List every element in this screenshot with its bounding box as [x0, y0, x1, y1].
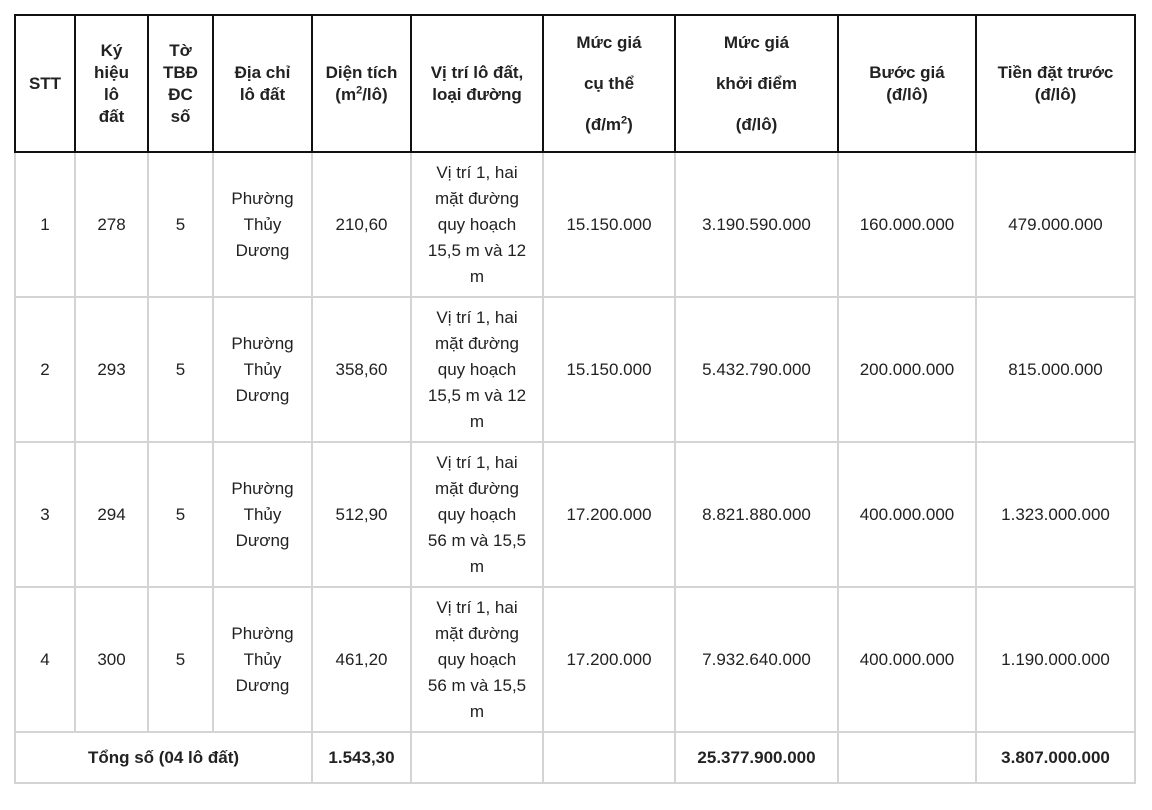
cell: 200.000.000 [837, 296, 977, 443]
cell: 5 [147, 441, 214, 588]
cell: Vị trí 1, hai mặt đường quy hoạch 56 m v… [410, 441, 544, 588]
header-line: (đ/lô) [886, 84, 928, 104]
cell: 1.190.000.000 [975, 586, 1136, 733]
cell: 5 [147, 296, 214, 443]
header-line: cụ thể [583, 74, 635, 93]
cell: 1 [14, 151, 76, 298]
cell: 15.150.000 [542, 296, 676, 443]
cell: 3 [14, 441, 76, 588]
data-row: 1 278 5 Phường Thủy Dương 210,60 Vị trí 1, ha… [14, 151, 1136, 298]
cell: Vị trí 1, hai mặt đường quy hoạch 15,5 m… [410, 296, 544, 443]
cell: 5 [147, 151, 214, 298]
empty-cell [410, 731, 544, 784]
header-row: STT Ký hiệu lô đất Tờ TBĐ ĐC số Địa chỉ lô đất Diện… [14, 14, 1136, 153]
header-line: Vị trí lô đất, [430, 62, 524, 82]
header-line: STT [28, 73, 62, 93]
data-row: 3 294 5 Phường Thủy Dương 512,90 Vị trí 1, ha… [14, 441, 1136, 588]
superscript: 2 [621, 114, 628, 127]
cell: Vị trí 1, hai mặt đường quy hoạch 56 m v… [410, 586, 544, 733]
header-cell: Diện tích (m2/lô) [311, 14, 412, 153]
header-cell: Mức giá cụ thể (đ/m2) [542, 14, 676, 153]
cell: 479.000.000 [975, 151, 1136, 298]
total-area: 1.543,30 [311, 731, 412, 784]
empty-cell [542, 731, 676, 784]
header-line: Bước giá [869, 62, 945, 82]
header-cell: Địa chỉ lô đất [212, 14, 313, 153]
header-line: Tiền đặt trước [997, 62, 1114, 82]
cell: 815.000.000 [975, 296, 1136, 443]
header-text: ) [627, 115, 633, 134]
auction-table: STT Ký hiệu lô đất Tờ TBĐ ĐC số Địa chỉ lô đất Diện… [14, 14, 1136, 784]
cell: 1.323.000.000 [975, 441, 1136, 588]
cell: 160.000.000 [837, 151, 977, 298]
header-cell: Vị trí lô đất, loại đường [410, 14, 544, 153]
cell: Phường Thủy Dương [212, 296, 313, 443]
header-line: khởi điểm [715, 74, 798, 93]
header-line: lô [103, 84, 120, 104]
cell: Phường Thủy Dương [212, 586, 313, 733]
empty-cell [837, 731, 977, 784]
header-line: lô đất [239, 84, 286, 104]
cell: 358,60 [311, 296, 412, 443]
header-line: hiệu [94, 62, 129, 82]
header-line: loại đường [432, 84, 522, 104]
cell: 15.150.000 [542, 151, 676, 298]
header-line: (m2/lô) [317, 84, 406, 106]
header-line: Diện tích [325, 62, 398, 82]
cell: 3.190.590.000 [674, 151, 839, 298]
cell: 278 [74, 151, 149, 298]
total-starting-price: 25.377.900.000 [674, 731, 839, 784]
superscript: 2 [356, 83, 363, 96]
header-line: Tờ [169, 40, 192, 60]
header-line: Mức giá [723, 33, 790, 52]
header-text: (m [335, 84, 357, 104]
cell: 2 [14, 296, 76, 443]
header-line: TBĐ [163, 62, 198, 82]
cell: 210,60 [311, 151, 412, 298]
header-text: /lô) [362, 84, 388, 104]
data-row: 4 300 5 Phường Thủy Dương 461,20 Vị trí 1, ha… [14, 586, 1136, 733]
cell: Phường Thủy Dương [212, 441, 313, 588]
cell: 294 [74, 441, 149, 588]
cell: 5.432.790.000 [674, 296, 839, 443]
header-cell: Mức giá khởi điểm (đ/lô) [674, 14, 839, 153]
data-row: 2 293 5 Phường Thủy Dương 358,60 Vị trí 1, ha… [14, 296, 1136, 443]
cell: 8.821.880.000 [674, 441, 839, 588]
cell: 293 [74, 296, 149, 443]
cell: 400.000.000 [837, 586, 977, 733]
header-line: Địa chỉ [234, 62, 291, 82]
cell: 300 [74, 586, 149, 733]
header-line: ĐC [168, 84, 193, 104]
header-line: (đ/m2) [548, 104, 670, 145]
header-line: (đ/lô) [1034, 84, 1077, 104]
header-cell: Tờ TBĐ ĐC số [147, 14, 214, 153]
cell: 5 [147, 586, 214, 733]
header-cell: STT [14, 14, 76, 153]
header-line: Mức giá [576, 33, 642, 52]
header-line: số [170, 106, 191, 126]
cell: 461,20 [311, 586, 412, 733]
cell: 17.200.000 [542, 441, 676, 588]
header-text: (đ/m [585, 115, 622, 134]
cell: 7.932.640.000 [674, 586, 839, 733]
cell: Phường Thủy Dương [212, 151, 313, 298]
header-line: (đ/lô) [735, 115, 778, 134]
total-row: Tổng số (04 lô đất) 1.543,30 25.377.900.00… [14, 731, 1136, 784]
table-body: 1 278 5 Phường Thủy Dương 210,60 Vị trí 1, ha… [14, 151, 1136, 784]
total-deposit: 3.807.000.000 [975, 731, 1136, 784]
header-cell: Ký hiệu lô đất [74, 14, 149, 153]
header-line: Ký [100, 40, 123, 60]
cell: 512,90 [311, 441, 412, 588]
cell: 400.000.000 [837, 441, 977, 588]
cell: 4 [14, 586, 76, 733]
header-line: đất [98, 106, 125, 126]
header-cell: Tiền đặt trước (đ/lô) [975, 14, 1136, 153]
cell: 17.200.000 [542, 586, 676, 733]
cell: Vị trí 1, hai mặt đường quy hoạch 15,5 m… [410, 151, 544, 298]
header-cell: Bước giá (đ/lô) [837, 14, 977, 153]
total-label: Tổng số (04 lô đất) [14, 731, 313, 784]
